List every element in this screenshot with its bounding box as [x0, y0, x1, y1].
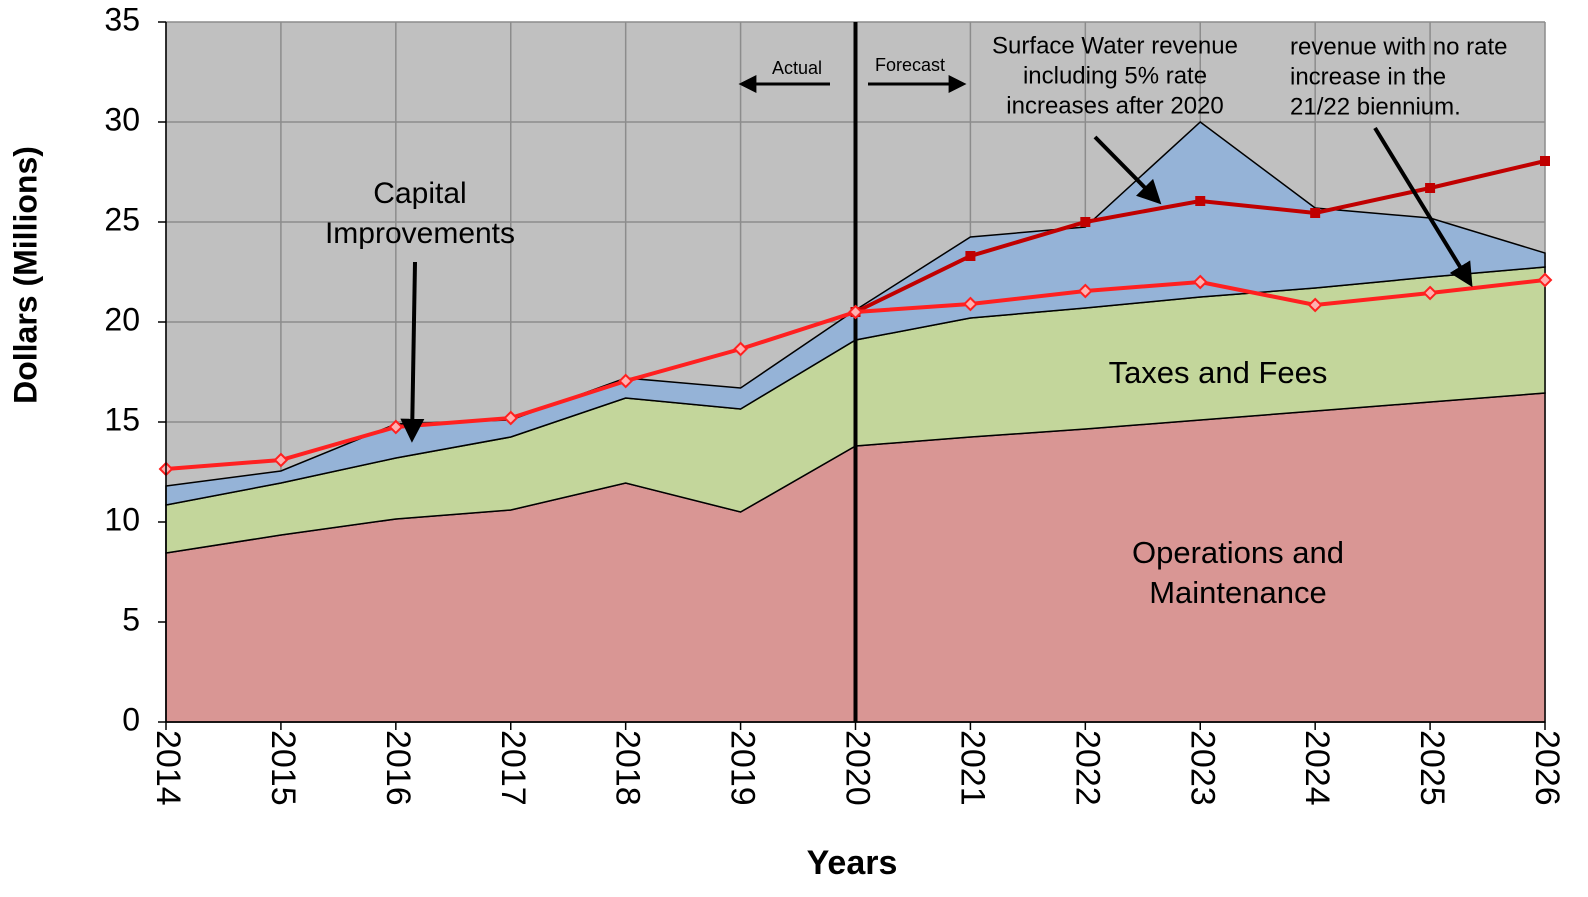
y-tick-label: 20 [104, 301, 140, 337]
x-tick-label: 2023 [1183, 730, 1221, 806]
x-tick-label: 2024 [1298, 730, 1336, 806]
point [965, 251, 976, 261]
annotation: increase in the [1290, 63, 1446, 90]
point [1077, 283, 1093, 299]
annotation: increases after 2020 [1006, 92, 1223, 119]
point [1195, 196, 1206, 206]
point [388, 419, 404, 435]
arrow [1093, 135, 1162, 205]
y-tick-label: 10 [104, 501, 140, 537]
annotation: Surface Water revenue [992, 32, 1238, 59]
x-tick-label: 2018 [609, 730, 647, 806]
point [1310, 208, 1321, 218]
arrow [400, 261, 425, 443]
annotation: Taxes and Fees [1109, 355, 1328, 390]
plot-area [158, 21, 1553, 723]
annotation: Improvements [325, 217, 515, 250]
annotation: 21/22 biennium. [1290, 93, 1461, 120]
point [503, 410, 519, 426]
annotation: Maintenance [1149, 575, 1327, 610]
y-tick-label: 5 [122, 601, 140, 637]
x-tick-label: 2020 [839, 730, 877, 806]
y-axis-title: Dollars (Millions) [7, 146, 43, 404]
point [618, 373, 634, 389]
x-tick-label: 2026 [1528, 730, 1566, 806]
x-tick-label: 2016 [379, 730, 417, 806]
point [1540, 156, 1550, 166]
y-tick-label: 30 [104, 101, 140, 137]
point [963, 296, 978, 312]
forecast-label: Forecast [875, 55, 945, 75]
x-tick-label: 2017 [494, 730, 532, 806]
y-tick-label: 0 [122, 701, 140, 737]
point [1192, 274, 1208, 290]
point [733, 341, 748, 357]
annotation: Operations and [1132, 535, 1344, 570]
x-tick-label: 2021 [953, 730, 991, 806]
arrow [1373, 126, 1473, 288]
actual-label: Actual [772, 58, 822, 78]
point [1425, 183, 1436, 193]
x-tick-label: 2015 [264, 730, 302, 806]
y-tick-label: 25 [104, 201, 140, 237]
x-tick-label: 2019 [724, 730, 762, 806]
y-tick-label: 15 [104, 401, 140, 437]
point [273, 452, 289, 468]
x-tick-label: 2025 [1413, 730, 1451, 806]
x-tick-label: 2022 [1068, 730, 1106, 806]
point [848, 304, 863, 320]
point [1537, 272, 1553, 288]
x-axis-title: Years [807, 844, 898, 882]
annotation: revenue with no rate [1290, 33, 1507, 60]
annotation: Capital [373, 177, 466, 210]
point [1422, 285, 1438, 301]
arrows [400, 75, 1473, 443]
y-tick-label: 35 [104, 1, 140, 37]
point [1307, 297, 1323, 313]
annotation: including 5% rate [1023, 62, 1207, 89]
point [1080, 217, 1091, 227]
x-tick-label: 2014 [149, 730, 187, 806]
